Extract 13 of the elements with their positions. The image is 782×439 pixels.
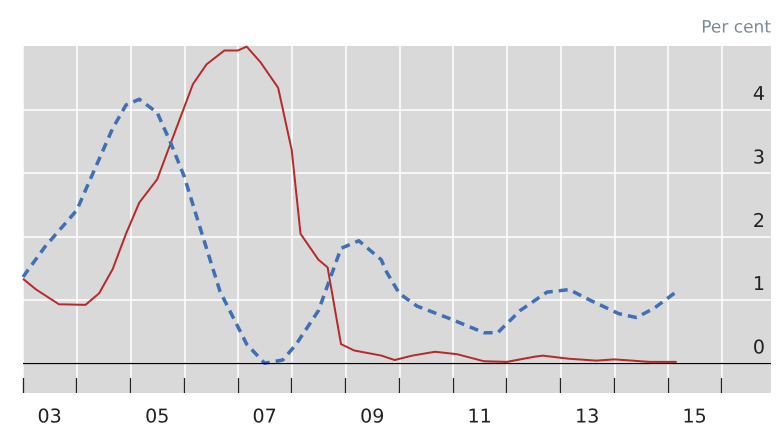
- y-tick-label: 1: [752, 273, 765, 296]
- x-tick-label: 11: [468, 406, 492, 428]
- y-tick-label: 2: [752, 210, 765, 232]
- y-axis-title: Per cent: [701, 18, 772, 38]
- x-tick-label: 13: [575, 406, 600, 428]
- y-tick-label: 3: [752, 146, 765, 168]
- x-tick-label: 15: [682, 406, 707, 428]
- y-tick-label: 4: [752, 82, 765, 105]
- x-tick-label: 09: [360, 406, 384, 428]
- x-tick-label: 07: [252, 406, 277, 428]
- y-tick-label: 0: [752, 336, 765, 359]
- x-tick-label: 05: [145, 406, 170, 428]
- x-tick-label: 03: [38, 406, 62, 428]
